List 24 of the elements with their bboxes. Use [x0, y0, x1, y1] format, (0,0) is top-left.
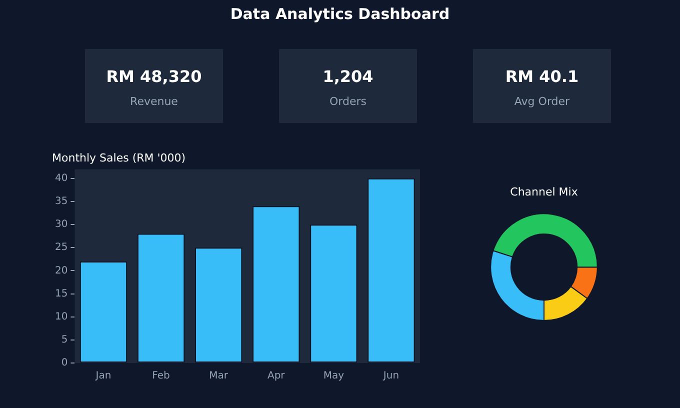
chart-title: Channel Mix	[510, 185, 578, 198]
text: Revenue	[129, 95, 179, 108]
x-tick-label: Feb	[152, 370, 170, 382]
y-tick-label: 10	[54, 311, 68, 322]
y-tick-label: 5	[61, 334, 68, 346]
y-tick-label: 35	[54, 196, 68, 208]
text: RM 40.1	[504, 67, 580, 86]
x-tick-label: Apr	[267, 370, 286, 382]
y-tick-label: 15	[54, 288, 68, 300]
y-tick-label: 0	[61, 358, 68, 369]
x-tick-label: May	[323, 370, 344, 382]
text: Data Analytics Dashboard	[229, 5, 451, 23]
chart-title: Monthly Sales (RM '000)	[52, 151, 186, 164]
y-tick-label: 20	[54, 265, 68, 276]
y-tick-label: 25	[54, 242, 68, 254]
y-tick-label: 40	[54, 173, 68, 184]
text: Avg Order	[513, 95, 571, 108]
text: 1,204	[322, 67, 374, 86]
x-tick-label: Jun	[382, 370, 400, 382]
y-tick-label: 30	[54, 219, 68, 230]
x-tick-label: Mar	[209, 370, 229, 382]
x-tick-label: Jan	[94, 370, 112, 382]
text: Orders	[328, 95, 368, 108]
text: RM 48,320	[105, 67, 203, 86]
